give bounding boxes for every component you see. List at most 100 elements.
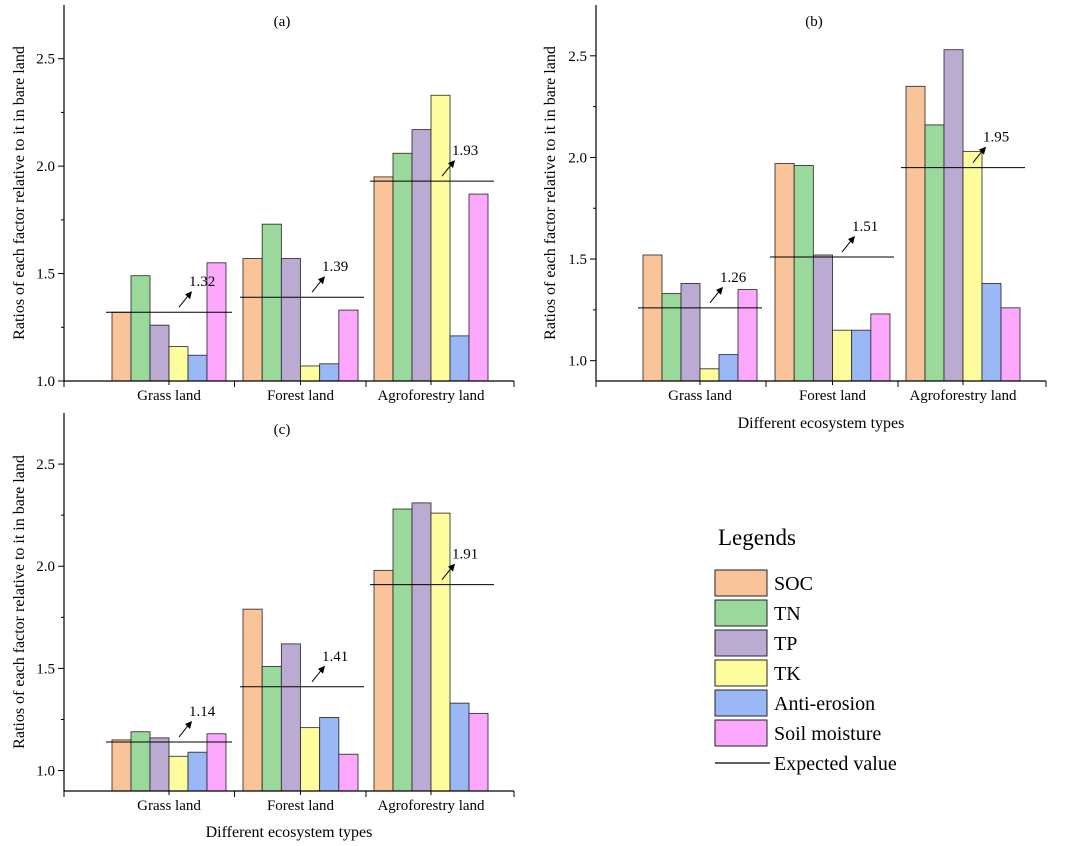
arrow-head xyxy=(185,291,192,300)
x-tick-label: Agroforestry land xyxy=(377,388,485,404)
legend-label-soil-moisture: Soil moisture xyxy=(774,723,881,745)
panel-label: (b) xyxy=(805,14,823,30)
legend-swatch-soil-moisture xyxy=(714,719,768,747)
bar-tk-agroforestry-land xyxy=(430,94,451,382)
x-tick-label: Grass land xyxy=(137,388,201,404)
expected-value-label: 1.51 xyxy=(852,219,878,235)
x-axis-title: Different ecosystem types xyxy=(206,824,373,841)
bar-soc-grass-land xyxy=(111,739,132,792)
chart-panel-c: 1.0 1.5 2.0 2.5 Grass land Forest land Agrofor… xyxy=(11,413,515,841)
bar-tn-grass-land xyxy=(130,275,151,382)
bar-tn-grass-land xyxy=(130,731,151,792)
bar-tk-forest-land xyxy=(300,365,321,382)
legend-label-soc: SOC xyxy=(774,573,813,595)
bar-soc-forest-land xyxy=(242,608,263,792)
legend-label-tk: TK xyxy=(774,663,801,685)
bar-tp-grass-land xyxy=(149,737,170,792)
legend-label-tp: TP xyxy=(774,633,797,655)
bar-anti-erosion-grass-land xyxy=(718,354,739,382)
arrow-head xyxy=(318,665,325,674)
x-tick-label: Grass land xyxy=(137,798,201,814)
bar-soc-grass-land xyxy=(111,311,132,382)
y-tick-label: 2.0 xyxy=(568,150,587,166)
bar-tk-forest-land xyxy=(832,329,853,382)
bar-tp-agroforestry-land xyxy=(943,49,964,382)
bar-tp-forest-land xyxy=(280,258,301,382)
y-axis-title: Ratios of each factor relative to it in … xyxy=(11,46,28,340)
bar-tn-forest-land xyxy=(261,223,282,382)
y-tick-label: 1.0 xyxy=(36,764,55,780)
bar-soil-moisture-agroforestry-land xyxy=(1000,307,1021,382)
arrow-head xyxy=(318,276,325,285)
bar-anti-erosion-grass-land xyxy=(187,354,208,382)
y-tick-label: 2.5 xyxy=(568,49,587,65)
bar-soil-moisture-forest-land xyxy=(338,309,359,382)
legend-swatch-anti-erosion xyxy=(714,689,768,717)
y-tick-label: 1.5 xyxy=(36,661,55,677)
expected-value-label: 1.32 xyxy=(189,274,215,290)
expected-value-label: 1.95 xyxy=(983,130,1009,146)
expected-value-label: 1.26 xyxy=(720,270,747,286)
x-tick-label: Forest land xyxy=(267,388,335,404)
bar-soil-moisture-forest-land xyxy=(870,313,891,382)
bar-anti-erosion-grass-land xyxy=(187,751,208,792)
bar-tp-grass-land xyxy=(680,283,701,382)
legend-label-expected-value: Expected value xyxy=(774,753,897,775)
legend-swatch-tk xyxy=(714,659,768,687)
bar-soc-grass-land xyxy=(642,254,663,382)
x-tick-label: Grass land xyxy=(668,388,732,404)
bar-tk-grass-land xyxy=(699,368,720,382)
expected-value-label: 1.41 xyxy=(322,649,348,665)
x-tick-label: Agroforestry land xyxy=(909,388,1017,404)
chart-panel-a: 1.0 1.5 2.0 2.5 Grass land Forest land Agrofor… xyxy=(11,5,515,404)
y-tick-label: 2.0 xyxy=(36,559,55,575)
y-axis-title: Ratios of each factor relative to it in … xyxy=(542,46,559,340)
bar-soc-forest-land xyxy=(242,258,263,382)
legend-swatch-soc xyxy=(714,569,768,597)
arrow-head xyxy=(716,286,723,295)
bar-tk-agroforestry-land xyxy=(962,150,983,382)
legend: Legends SOC TN TP TK Anti-erosion Soil moistur… xyxy=(714,525,897,775)
bar-anti-erosion-agroforestry-land xyxy=(449,702,470,792)
bar-soc-agroforestry-land xyxy=(905,85,926,382)
bar-tk-grass-land xyxy=(168,346,189,382)
y-tick-label: 1.5 xyxy=(568,252,587,268)
y-tick-label: 2.5 xyxy=(36,457,55,473)
legend-label-anti-erosion: Anti-erosion xyxy=(774,693,875,715)
bar-tn-forest-land xyxy=(793,165,814,382)
bar-soil-moisture-forest-land xyxy=(338,753,359,792)
bar-tp-agroforestry-land xyxy=(411,129,432,382)
y-tick-label: 1.5 xyxy=(36,267,55,283)
bar-soil-moisture-grass-land xyxy=(737,289,758,382)
legend-label-tn: TN xyxy=(774,603,801,625)
bar-tk-agroforestry-land xyxy=(430,512,451,792)
y-tick-label: 1.0 xyxy=(568,354,587,370)
bar-tp-forest-land xyxy=(280,643,301,792)
expected-value-label: 1.93 xyxy=(452,143,478,159)
expected-value-label: 1.39 xyxy=(322,259,348,275)
bar-soc-forest-land xyxy=(774,163,795,382)
arrow-head xyxy=(448,563,455,572)
bar-tn-agroforestry-land xyxy=(392,508,413,792)
y-tick-label: 2.5 xyxy=(36,52,55,68)
bar-soil-moisture-agroforestry-land xyxy=(468,712,489,792)
arrow-head xyxy=(185,720,192,729)
bar-tk-forest-land xyxy=(300,727,321,792)
y-axis-title: Ratios of each factor relative to it in … xyxy=(11,455,28,749)
arrow-head xyxy=(979,146,986,155)
legend-swatch-tn xyxy=(714,599,768,627)
x-axis-title: Different ecosystem types xyxy=(738,415,905,432)
x-tick-label: Forest land xyxy=(267,798,335,814)
x-tick-label: Agroforestry land xyxy=(377,798,485,814)
bar-anti-erosion-forest-land xyxy=(319,717,340,792)
legend-swatch-tp xyxy=(714,629,768,657)
x-tick-label: Forest land xyxy=(799,388,867,404)
bar-tp-agroforestry-land xyxy=(411,502,432,792)
chart-panel-b: 1.0 1.5 2.0 2.5 Grass land Forest land Agrofor… xyxy=(542,5,1047,432)
bar-tp-forest-land xyxy=(812,254,833,382)
panel-label: (c) xyxy=(274,422,291,438)
y-tick-label: 2.0 xyxy=(36,159,55,175)
bar-tk-grass-land xyxy=(168,755,189,792)
bar-tn-forest-land xyxy=(261,665,282,792)
bar-tn-grass-land xyxy=(661,293,682,382)
